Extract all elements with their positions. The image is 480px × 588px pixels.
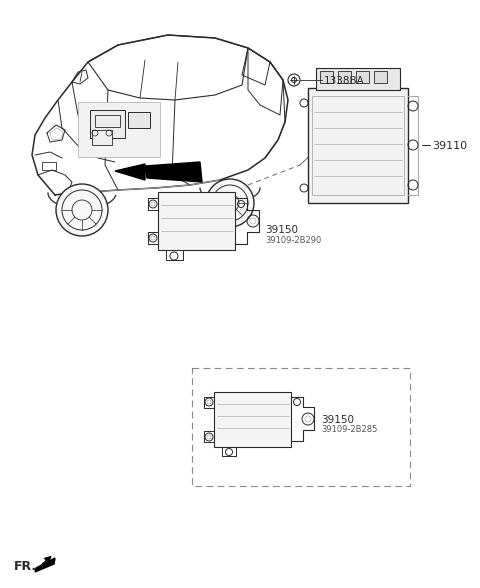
Bar	[374, 71, 387, 83]
Bar	[138, 130, 158, 137]
Bar	[192, 368, 410, 486]
Bar	[214, 392, 291, 447]
Bar	[42, 162, 56, 170]
Bar	[128, 112, 150, 128]
Bar	[338, 71, 351, 83]
Bar	[158, 192, 235, 250]
Circle shape	[56, 184, 108, 236]
Polygon shape	[35, 558, 55, 572]
Text: 39109-2B285: 39109-2B285	[321, 426, 377, 435]
Bar	[356, 71, 369, 83]
Text: 39150: 39150	[265, 225, 298, 235]
Polygon shape	[115, 164, 145, 180]
Bar	[320, 71, 333, 83]
Text: FR.: FR.	[14, 560, 37, 573]
Bar	[316, 68, 400, 90]
Bar	[308, 88, 408, 203]
Text: 39110: 39110	[432, 141, 467, 151]
Bar	[78, 102, 160, 157]
Bar	[92, 130, 112, 145]
Text: 39109-2B290: 39109-2B290	[265, 236, 321, 245]
Bar	[90, 110, 125, 138]
Circle shape	[206, 179, 254, 227]
Bar	[312, 96, 404, 195]
Polygon shape	[145, 162, 202, 182]
Text: 1338BA: 1338BA	[324, 76, 365, 86]
Text: 39150: 39150	[321, 415, 354, 425]
Bar	[95, 115, 120, 127]
